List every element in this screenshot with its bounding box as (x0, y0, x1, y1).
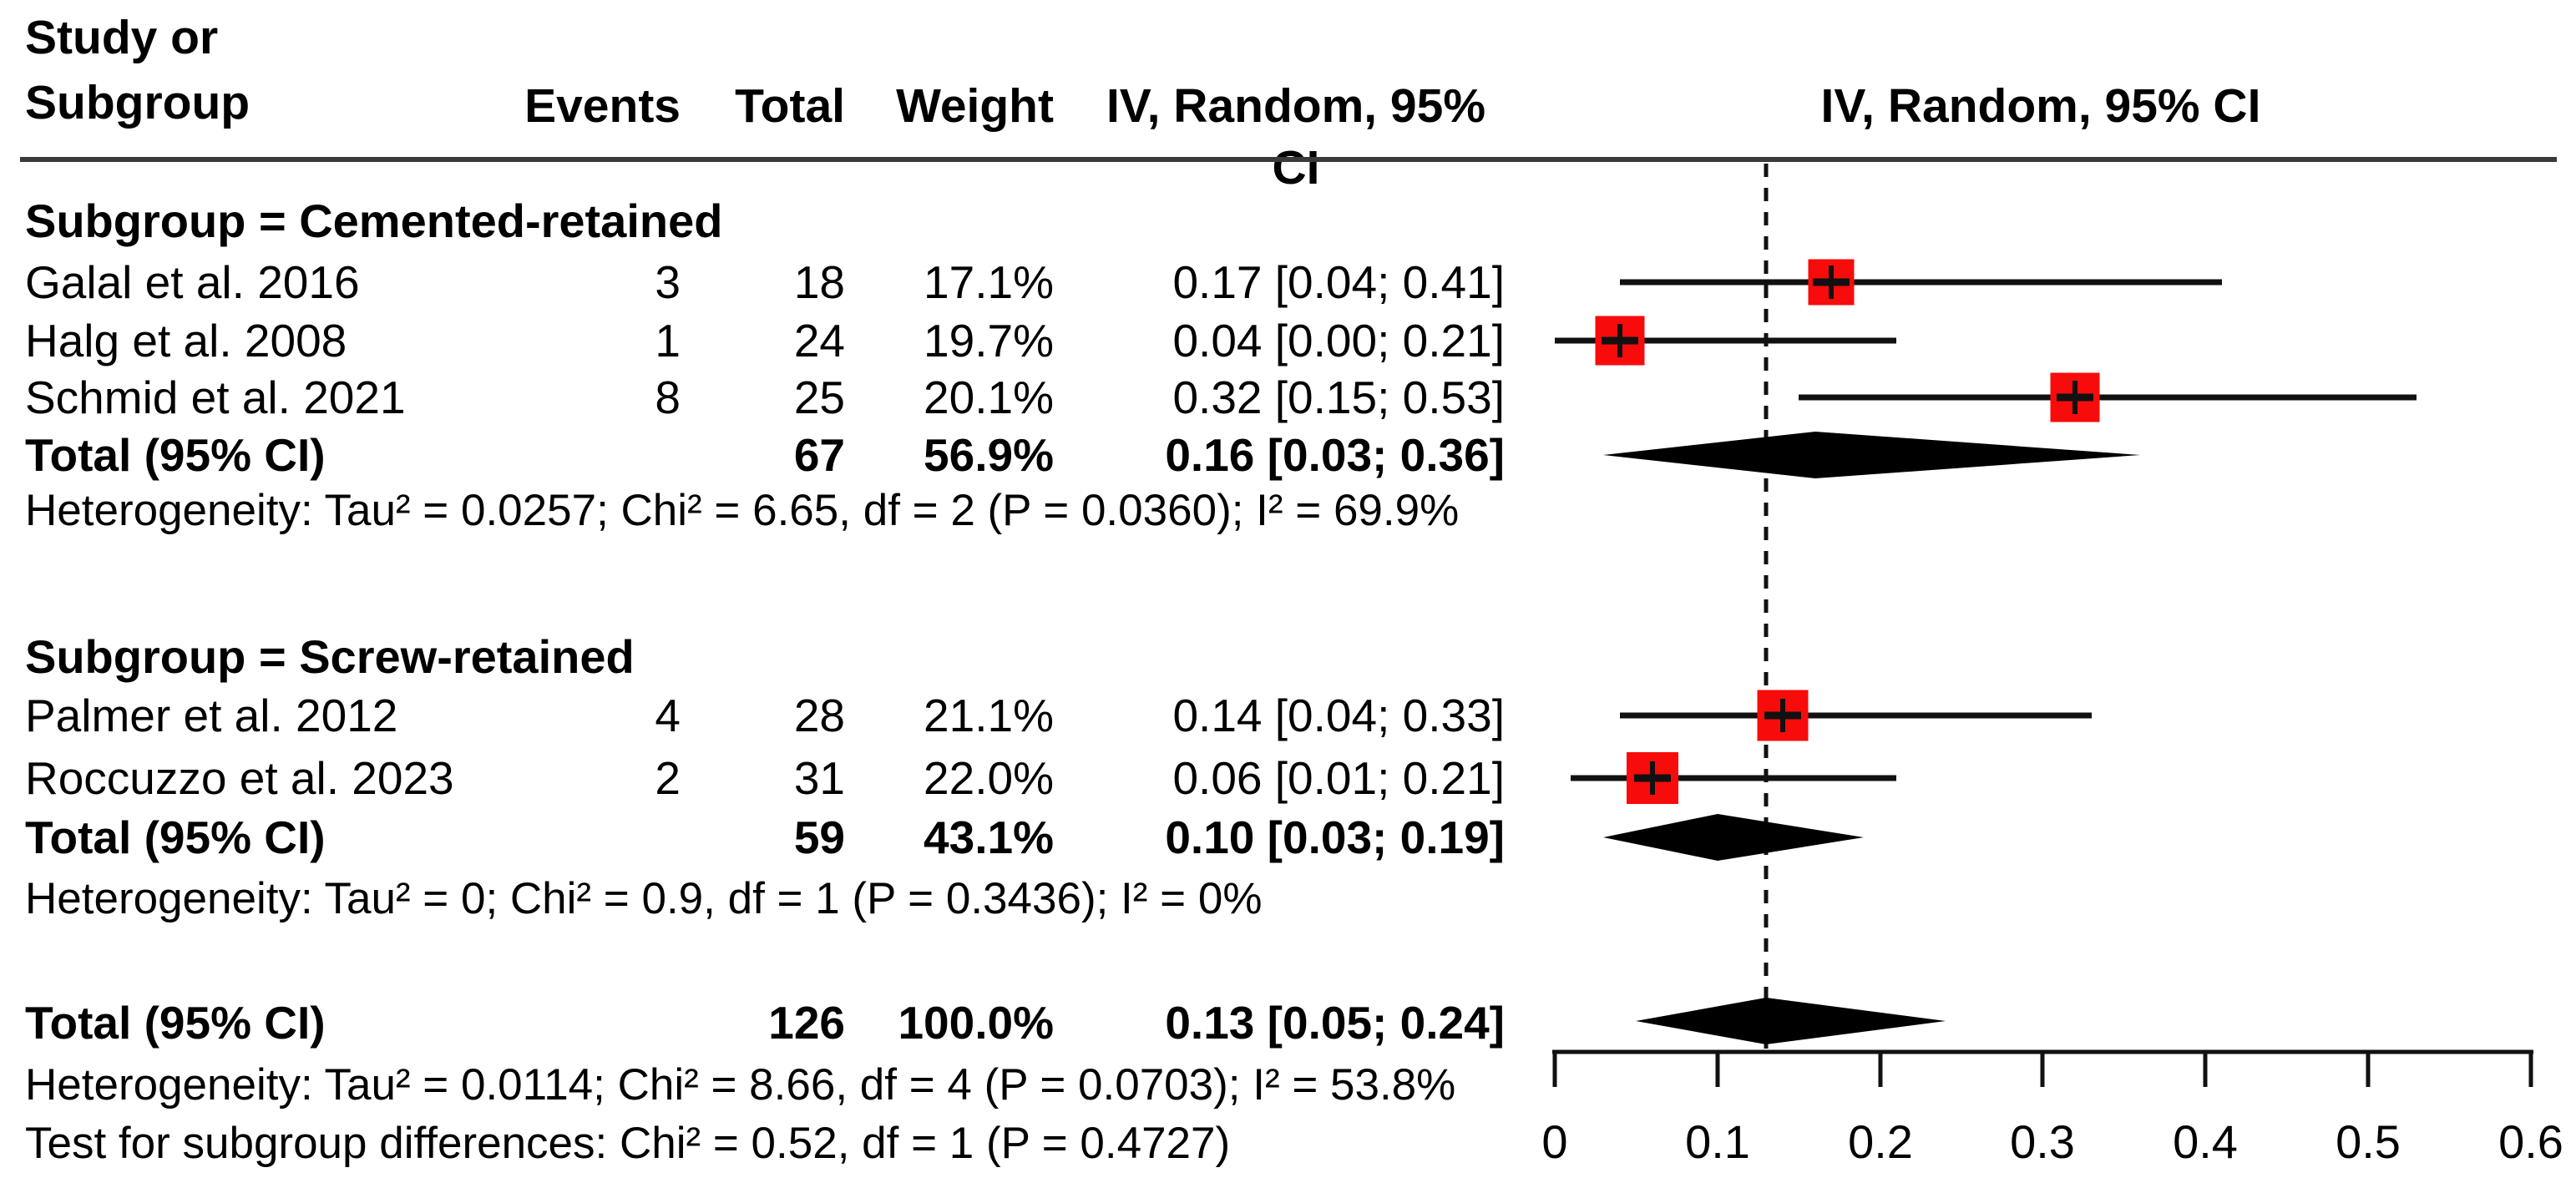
table-row-halg: Halg et al. 2008 1 24 19.7% 0.04 [0.00; … (0, 310, 1511, 372)
x-axis-tick-label: 0 (1541, 1115, 1568, 1168)
study-label: Roccuzzo et al. 2023 (25, 752, 454, 804)
ci-text: 0.17 [0.04; 0.41] (1172, 256, 1505, 308)
col-header-events: Events (524, 79, 681, 133)
weight-value: 17.1% (924, 256, 1054, 308)
ci-text: 0.04 [0.00; 0.21] (1172, 315, 1505, 366)
events-value: 4 (655, 690, 681, 741)
total-value: 25 (793, 372, 845, 423)
overall-label: Total (95% CI) (25, 997, 326, 1049)
subgroup-title-cemented: Subgroup = Cemented-retained (25, 195, 723, 247)
ci-text: 0.32 [0.15; 0.53] (1172, 372, 1505, 423)
total-value: 59 (793, 811, 845, 863)
study-label: Halg et al. 2008 (25, 315, 347, 366)
table-row-schmid: Schmid et al. 2021 8 25 20.1% 0.32 [0.15… (0, 366, 1511, 428)
weight-value: 19.7% (924, 315, 1054, 366)
ci-text: 0.16 [0.03; 0.36] (1165, 429, 1505, 481)
col-header-study-subgroup: Study or Subgroup (25, 11, 251, 129)
ci-text: 0.13 [0.05; 0.24] (1165, 997, 1505, 1049)
events-value: 3 (655, 256, 681, 308)
x-axis-tick-label: 0.3 (2010, 1115, 2075, 1168)
ci-text: 0.06 [0.01; 0.21] (1172, 752, 1505, 804)
ci-text: 0.14 [0.04; 0.33] (1172, 690, 1505, 741)
study-label: Schmid et al. 2021 (25, 372, 406, 423)
total-value: 24 (793, 315, 845, 366)
x-axis-tick-label: 0.4 (2173, 1115, 2238, 1168)
subtotal-label: Total (95% CI) (25, 811, 326, 863)
header-divider-rule (20, 157, 2557, 162)
total-value: 67 (793, 429, 845, 481)
x-axis-tick-label: 0.2 (1848, 1115, 1913, 1168)
x-axis-tick-label: 0.5 (2336, 1115, 2401, 1168)
weight-value: 20.1% (924, 372, 1054, 423)
summary-diamond-screw_total (1603, 814, 1864, 861)
col-header-total: Total (735, 79, 845, 133)
weight-value: 100.0% (898, 997, 1054, 1049)
study-label: Galal et al. 2016 (25, 256, 360, 308)
plot-header-effect-ci: IV, Random, 95% CI (1820, 79, 2261, 133)
col-header-effect-ci: IV, Random, 95% CI (1106, 79, 1486, 195)
study-label: Palmer et al. 2012 (25, 690, 398, 741)
summary-diamond-cem_total (1603, 432, 2140, 478)
ci-text: 0.10 [0.03; 0.19] (1165, 811, 1505, 863)
heterogeneity-note-screw: Heterogeneity: Tau² = 0; Chi² = 0.9, df … (25, 874, 1263, 923)
column-header-row: Events Total Weight IV, Random, 95% CI I… (0, 75, 2576, 195)
subtotal-label: Total (95% CI) (25, 429, 326, 481)
heterogeneity-note-overall: Heterogeneity: Tau² = 0.0114; Chi² = 8.6… (25, 1060, 1456, 1110)
table-row-palmer: Palmer et al. 2012 4 28 21.1% 0.14 [0.04… (0, 685, 1511, 746)
x-axis-tick-label: 0.1 (1685, 1115, 1750, 1168)
events-value: 1 (655, 315, 681, 366)
subgroup-difference-test-note: Test for subgroup differences: Chi² = 0.… (25, 1119, 1231, 1168)
table-row-galal: Galal et al. 2016 3 18 17.1% 0.17 [0.04;… (0, 251, 1511, 313)
total-value: 126 (768, 997, 845, 1049)
events-value: 2 (655, 752, 681, 804)
total-value: 31 (793, 752, 845, 804)
heterogeneity-note-cemented: Heterogeneity: Tau² = 0.0257; Chi² = 6.6… (25, 486, 1460, 535)
weight-value: 22.0% (924, 752, 1054, 804)
weight-value: 56.9% (924, 429, 1054, 481)
events-value: 8 (655, 372, 681, 423)
total-value: 28 (793, 690, 845, 741)
subgroup-title-screw: Subgroup = Screw-retained (25, 630, 635, 683)
total-value: 18 (793, 256, 845, 308)
table-row-overall-total: Total (95% CI) 126 100.0% 0.13 [0.05; 0.… (0, 992, 1511, 1054)
weight-value: 43.1% (924, 811, 1054, 863)
weight-value: 21.1% (924, 690, 1054, 741)
col-header-weight: Weight (896, 79, 1054, 133)
table-row-screw-total: Total (95% CI) 59 43.1% 0.10 [0.03; 0.19… (0, 806, 1511, 868)
table-row-roccuzzo: Roccuzzo et al. 2023 2 31 22.0% 0.06 [0.… (0, 747, 1511, 809)
summary-diamond-overall (1636, 998, 1946, 1044)
table-row-cemented-total: Total (95% CI) 67 56.9% 0.16 [0.03; 0.36… (0, 424, 1511, 486)
x-axis-tick-label: 0.6 (2498, 1115, 2563, 1168)
